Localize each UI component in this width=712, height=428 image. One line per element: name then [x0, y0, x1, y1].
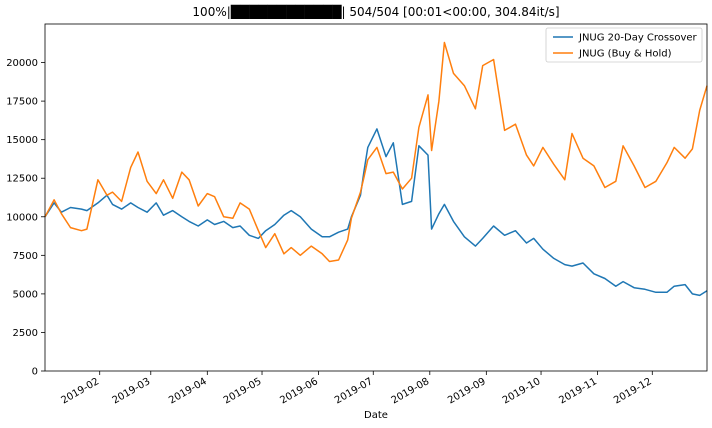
y-tick-label: 20000 [6, 58, 38, 69]
y-tick-label: 0 [32, 367, 38, 378]
series-line-1 [44, 41, 708, 263]
legend-label-crossover: JNUG 20-Day Crossover [578, 33, 698, 44]
y-tick-label: 12500 [6, 174, 38, 185]
x-tick-label: 2019-03 [111, 376, 153, 406]
x-tick-label: 2019-08 [390, 376, 432, 406]
x-tick-label: 2019-09 [446, 376, 488, 406]
legend: JNUG 20-Day Crossover JNUG (Buy & Hold) [545, 27, 703, 63]
y-tick-label: 15000 [6, 135, 38, 146]
x-tick-label: 2019-10 [501, 376, 543, 406]
plot-frame [44, 23, 708, 372]
y-tick-label: 7500 [13, 251, 38, 262]
y-tick-label: 2500 [13, 328, 38, 339]
legend-box [545, 27, 703, 63]
series-line-0 [44, 128, 708, 297]
y-tick-label: 10000 [6, 212, 38, 223]
chart-title: 100%|████████████| 504/504 [00:01<00:00,… [192, 4, 559, 19]
x-tick-label: 2019-12 [612, 376, 654, 406]
y-tick-label: 5000 [13, 289, 38, 300]
series-layer [44, 41, 708, 297]
x-axis-label: Date [364, 410, 388, 421]
x-axis: 2019-02 2019-03 2019-04 2019-05 2019-06 2019-… [60, 371, 654, 406]
x-tick-label: 2019-11 [557, 376, 599, 406]
y-tick-label: 17500 [6, 97, 38, 108]
x-tick-label: 2019-06 [278, 376, 320, 406]
x-tick-label: 2019-02 [60, 376, 102, 406]
x-tick-label: 2019-04 [167, 376, 209, 406]
x-tick-label: 2019-05 [222, 376, 264, 406]
y-axis: 0 2500 5000 7500 10000 12500 15000 17500 20000 [6, 58, 45, 378]
x-tick-label: 2019-07 [333, 376, 375, 406]
legend-label-buy-hold: JNUG (Buy & Hold) [578, 49, 672, 60]
plot-area [45, 24, 707, 371]
